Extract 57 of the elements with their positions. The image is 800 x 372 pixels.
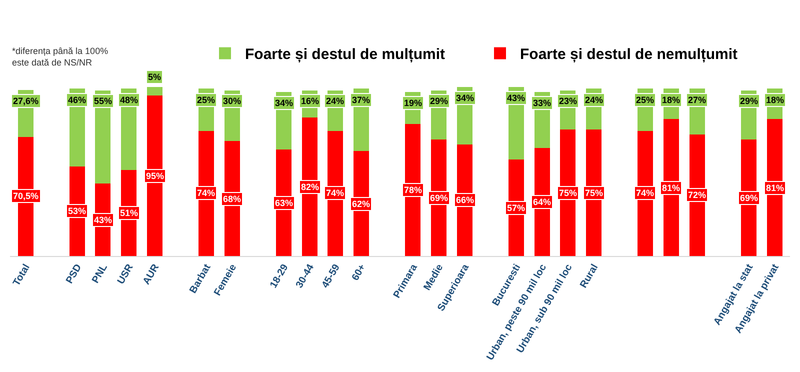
data-label: 43%	[507, 93, 526, 103]
data-label: 33%	[533, 98, 552, 108]
bar	[302, 117, 318, 256]
data-label: 29%	[430, 96, 448, 106]
data-label: 95%	[146, 171, 164, 181]
bar	[405, 124, 421, 256]
data-label: 43%	[94, 215, 112, 225]
data-label: 74%	[326, 188, 344, 198]
data-label: 24%	[585, 95, 604, 105]
data-label: 34%	[275, 98, 294, 108]
data-label: 25%	[197, 95, 216, 105]
data-label: 18%	[766, 95, 784, 105]
data-label: 19%	[404, 98, 422, 108]
data-label: 69%	[430, 193, 448, 203]
bar	[766, 119, 782, 256]
data-label: 74%	[636, 188, 654, 198]
data-label: 25%	[636, 95, 654, 105]
data-label: 30%	[223, 96, 242, 106]
data-label: 53%	[68, 206, 86, 216]
data-label: 57%	[507, 203, 526, 213]
data-label: 75%	[559, 188, 578, 198]
data-label: 5%	[148, 72, 162, 82]
legend-label: Foarte și destul de mulțumit	[245, 46, 446, 64]
data-label: 64%	[533, 197, 552, 207]
data-label: 16%	[301, 96, 320, 106]
data-label: 81%	[766, 183, 784, 193]
data-label: 63%	[275, 198, 294, 208]
data-label: 69%	[740, 193, 758, 203]
data-label: 18%	[662, 95, 680, 105]
data-label: 81%	[662, 183, 680, 193]
x-tick-label: PNL	[90, 262, 110, 286]
data-label: 66%	[456, 195, 474, 205]
bar	[663, 119, 679, 256]
data-label: 55%	[94, 96, 112, 106]
data-label: 37%	[352, 95, 370, 105]
data-label: 82%	[301, 182, 320, 192]
data-label: 34%	[456, 93, 474, 103]
bar	[146, 87, 162, 96]
data-label: 68%	[223, 194, 242, 204]
data-label: 62%	[352, 199, 370, 209]
bar	[146, 95, 162, 256]
data-label: 24%	[326, 96, 344, 106]
data-label: 74%	[197, 188, 216, 198]
data-label: 48%	[120, 95, 138, 105]
data-label: 72%	[688, 190, 706, 200]
data-label: 29%	[740, 96, 758, 106]
data-label: 78%	[404, 185, 422, 195]
legend-label: Foarte și destul de nemulțumit	[520, 46, 738, 64]
data-label: 27,6%	[13, 96, 39, 106]
data-label: 70,5%	[13, 191, 39, 201]
data-label: 46%	[68, 95, 86, 105]
text: *diferența până la 100% este dată de NS/NR	[12, 46, 108, 68]
data-label: 75%	[585, 188, 604, 198]
data-label: 27%	[688, 95, 706, 105]
data-label: 51%	[120, 208, 138, 218]
data-label: 23%	[559, 96, 578, 106]
x-tick-label: 60+	[350, 262, 368, 283]
